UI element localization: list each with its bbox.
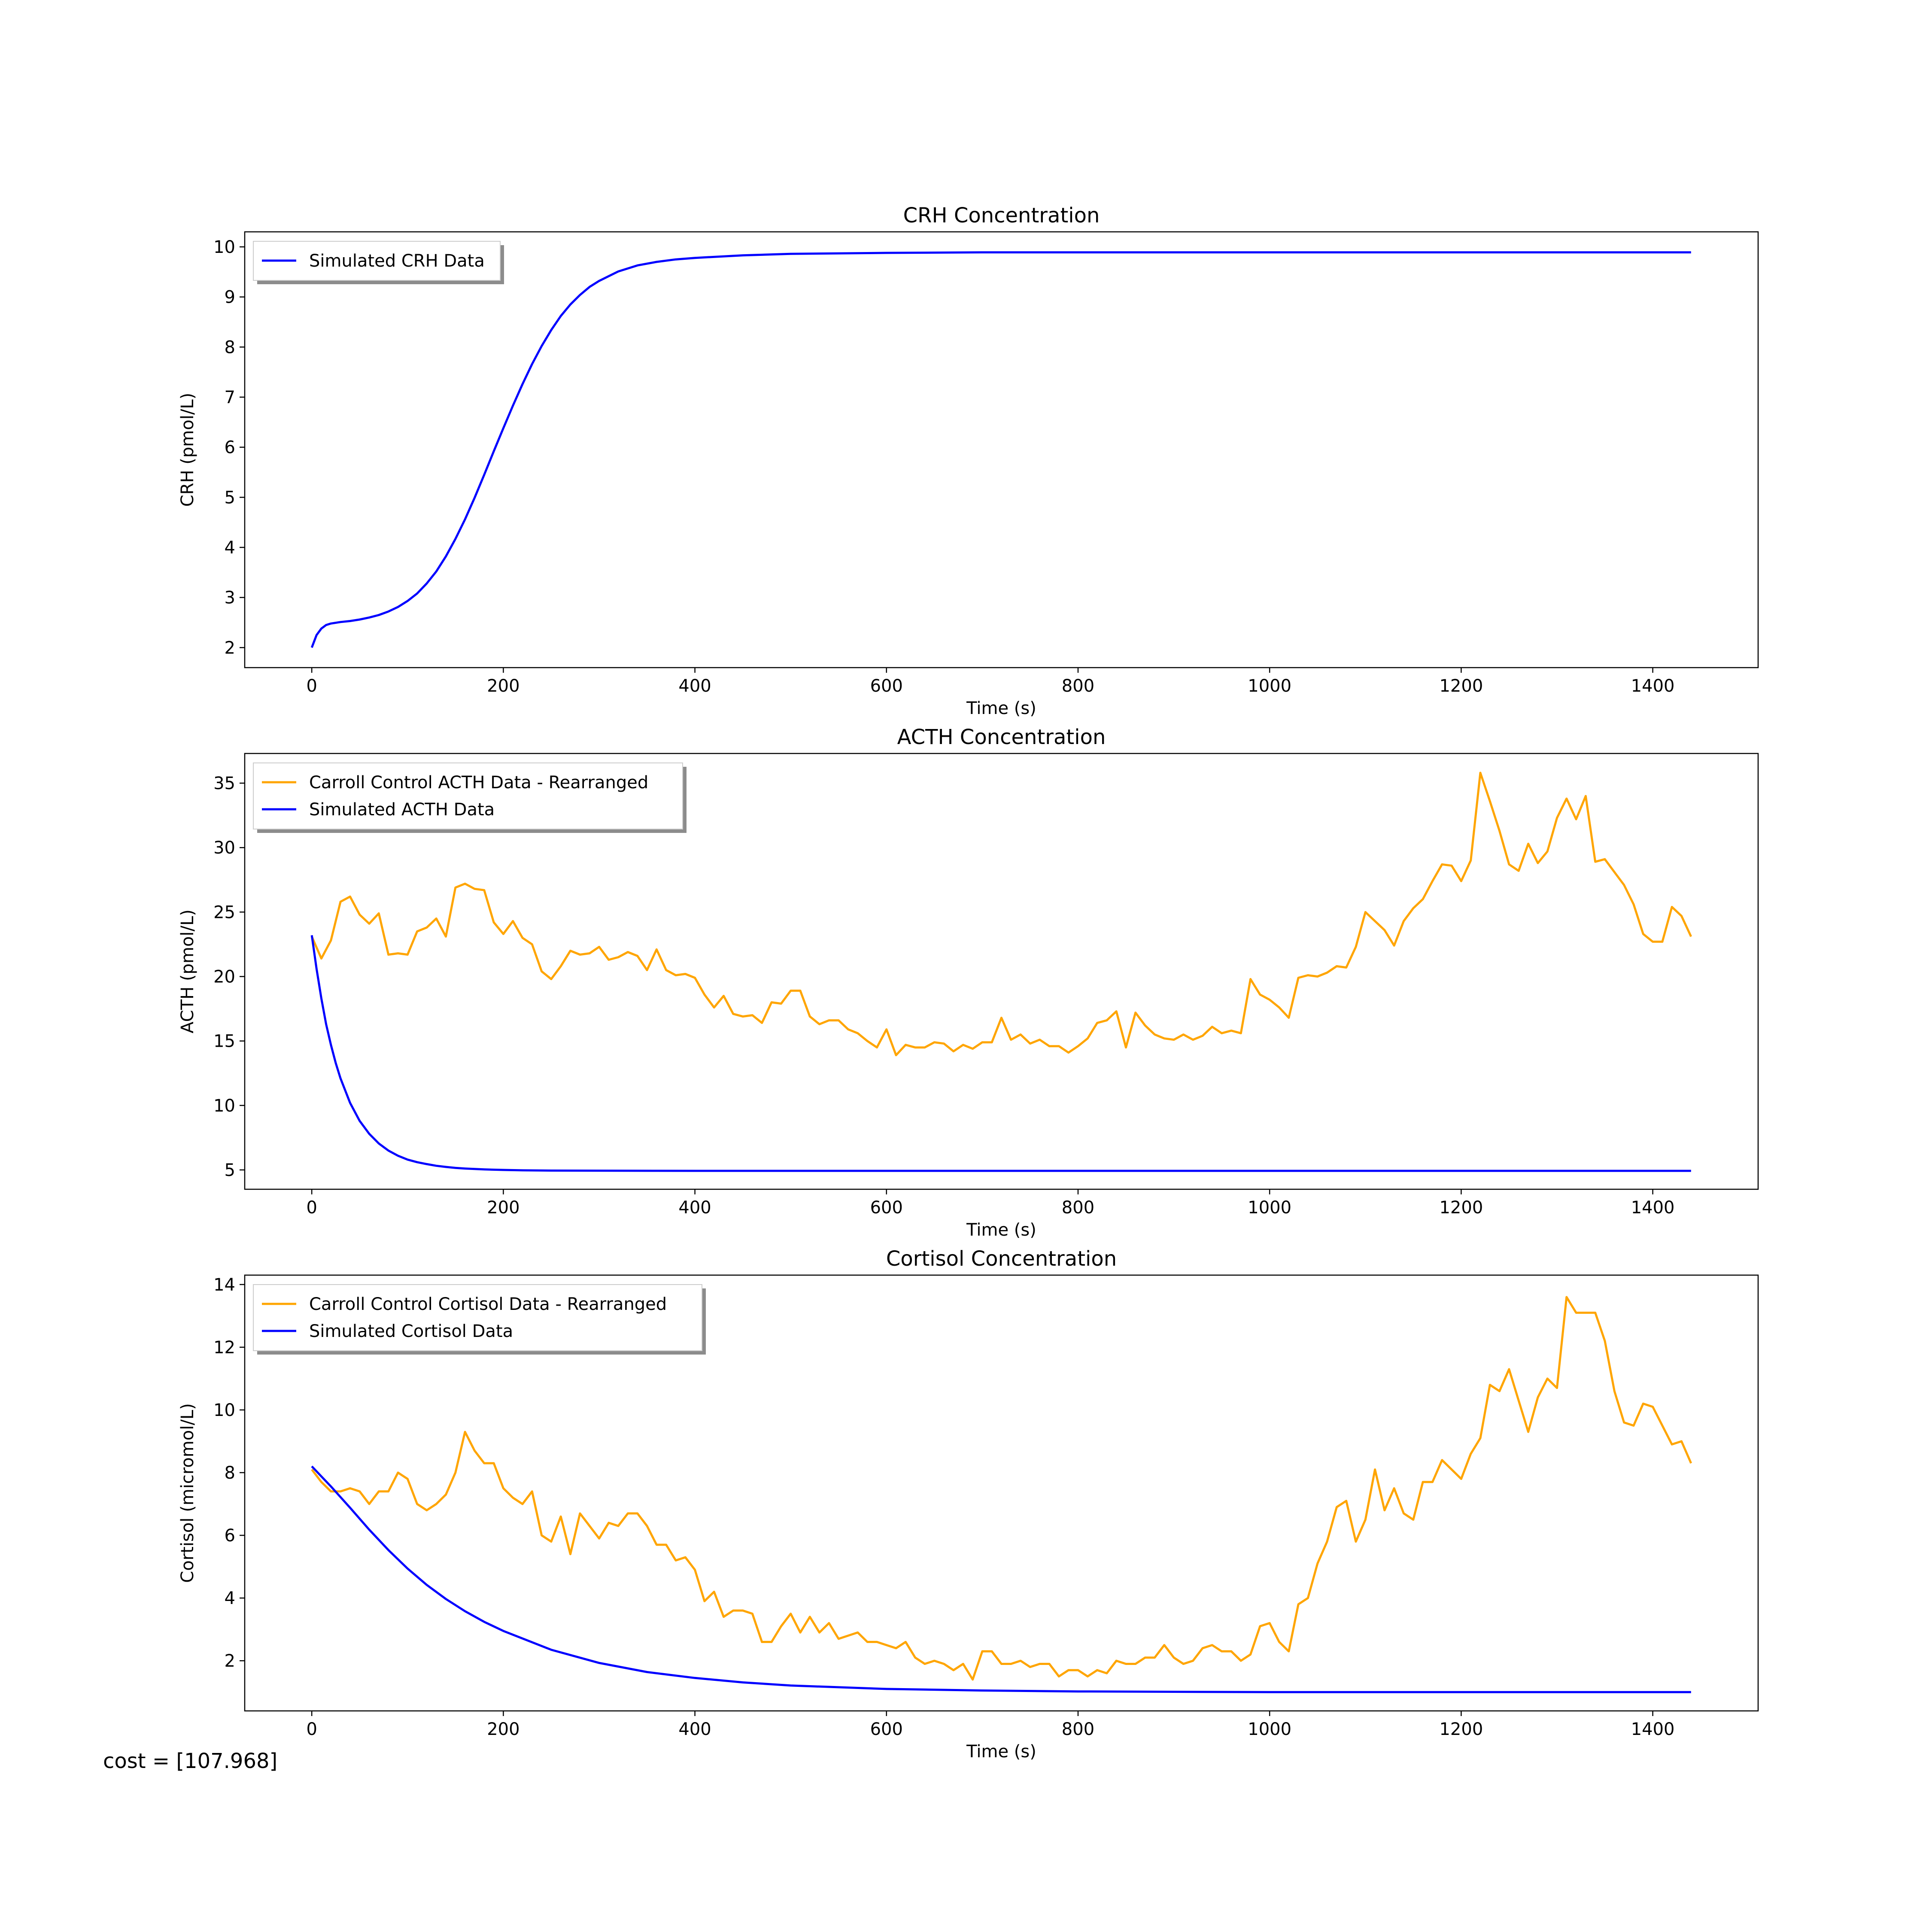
y-tick-label: 10	[213, 237, 235, 257]
x-tick-label: 1200	[1439, 676, 1483, 696]
series-line-cortisol-1	[311, 1296, 1692, 1681]
y-axis-label: CRH (pmol/L)	[178, 393, 197, 507]
series-line-acth-1	[310, 772, 1692, 1057]
y-tick-label: 9	[225, 288, 235, 307]
x-tick-label: 1200	[1439, 1719, 1483, 1739]
chart-title: ACTH Concentration	[897, 725, 1106, 749]
legend-box	[253, 1284, 702, 1351]
x-tick-label: 0	[306, 676, 317, 696]
y-tick-label: 8	[225, 1463, 235, 1483]
x-tick-label: 200	[487, 1198, 519, 1218]
x-tick-label: 400	[678, 1719, 711, 1739]
x-tick-label: 1000	[1248, 1198, 1291, 1218]
series-line-acth-2	[310, 935, 1691, 1172]
legend: Carroll Control Cortisol Data - Rearrang…	[253, 1284, 706, 1355]
chart-crh: CRH Concentration 0 200 400 600 800 1000 1200 14…	[178, 204, 1759, 718]
x-axis-label: Time (s)	[966, 1742, 1036, 1762]
y-tick-label: 4	[225, 538, 235, 558]
y-tick-label: 10	[213, 1096, 235, 1116]
x-tick-label: 1400	[1631, 1198, 1675, 1218]
y-axis-label: Cortisol (micromol/L)	[178, 1403, 197, 1583]
y-tick-label: 12	[213, 1338, 235, 1358]
y-tick-label: 10	[213, 1400, 235, 1420]
chart-acth: ACTH Concentration 0 200 400 600 800 1000 1200 1…	[178, 725, 1759, 1240]
y-tick-label: 5	[225, 488, 235, 507]
legend-box	[253, 762, 683, 829]
x-tick-label: 1400	[1631, 1719, 1675, 1739]
cost-annotation: cost = [107.968]	[103, 1749, 277, 1773]
y-tick-label: 6	[225, 438, 235, 458]
x-tick-label: 1200	[1439, 1198, 1483, 1218]
x-tick-label: 600	[870, 1198, 903, 1218]
y-tick-label: 4	[225, 1589, 235, 1608]
series-line-crh-1	[310, 251, 1691, 648]
legend: Simulated CRH Data	[253, 241, 504, 284]
x-tick-label: 1400	[1631, 676, 1675, 696]
y-tick-label: 2	[225, 1651, 235, 1671]
legend: Carroll Control ACTH Data - Rearranged Si…	[253, 762, 687, 833]
y-tick-label: 35	[213, 774, 235, 793]
x-tick-label: 200	[487, 676, 519, 696]
x-tick-label: 800	[1062, 1719, 1094, 1739]
y-axis-label: ACTH (pmol/L)	[178, 909, 197, 1033]
x-tick-label: 800	[1062, 676, 1094, 696]
x-tick-label: 0	[306, 1198, 317, 1218]
y-tick-label: 25	[213, 902, 235, 922]
x-tick-label: 0	[306, 1719, 317, 1739]
y-tick-label: 20	[213, 967, 235, 987]
y-tick-label: 6	[225, 1526, 235, 1546]
chart-title: CRH Concentration	[903, 204, 1100, 228]
y-tick-label: 3	[225, 588, 235, 608]
plot-frame	[244, 753, 1759, 1190]
y-tick-label: 8	[225, 337, 235, 357]
y-tick-label: 5	[225, 1160, 235, 1180]
legend-label: Carroll Control Cortisol Data - Rearrang…	[309, 1294, 667, 1314]
legend-label: Carroll Control ACTH Data - Rearranged	[309, 773, 648, 793]
y-tick-label: 15	[213, 1032, 235, 1051]
y-tick-label: 2	[225, 638, 235, 658]
x-tick-label: 400	[678, 1198, 711, 1218]
x-tick-label: 600	[870, 676, 903, 696]
y-tick-label: 14	[213, 1275, 235, 1295]
x-tick-label: 600	[870, 1719, 903, 1739]
y-tick-label: 30	[213, 838, 235, 858]
plot-frame	[244, 1274, 1759, 1712]
chart-cortisol: Cortisol Concentration 0 200 400 600 800 1000 1…	[178, 1247, 1759, 1762]
x-axis-label: Time (s)	[966, 699, 1036, 718]
x-tick-label: 800	[1062, 1198, 1094, 1218]
chart-title: Cortisol Concentration	[886, 1247, 1117, 1271]
series-line-cortisol-2	[311, 1465, 1691, 1693]
x-axis-label: Time (s)	[966, 1220, 1036, 1240]
x-tick-label: 400	[678, 676, 711, 696]
y-tick-label: 7	[225, 388, 235, 407]
x-tick-label: 200	[487, 1719, 519, 1739]
legend-label: Simulated ACTH Data	[309, 800, 495, 820]
plot-frame	[244, 231, 1759, 668]
x-tick-label: 1000	[1248, 1719, 1291, 1739]
legend-label: Simulated Cortisol Data	[309, 1321, 513, 1341]
legend-label: Simulated CRH Data	[309, 251, 485, 271]
x-tick-label: 1000	[1248, 676, 1291, 696]
